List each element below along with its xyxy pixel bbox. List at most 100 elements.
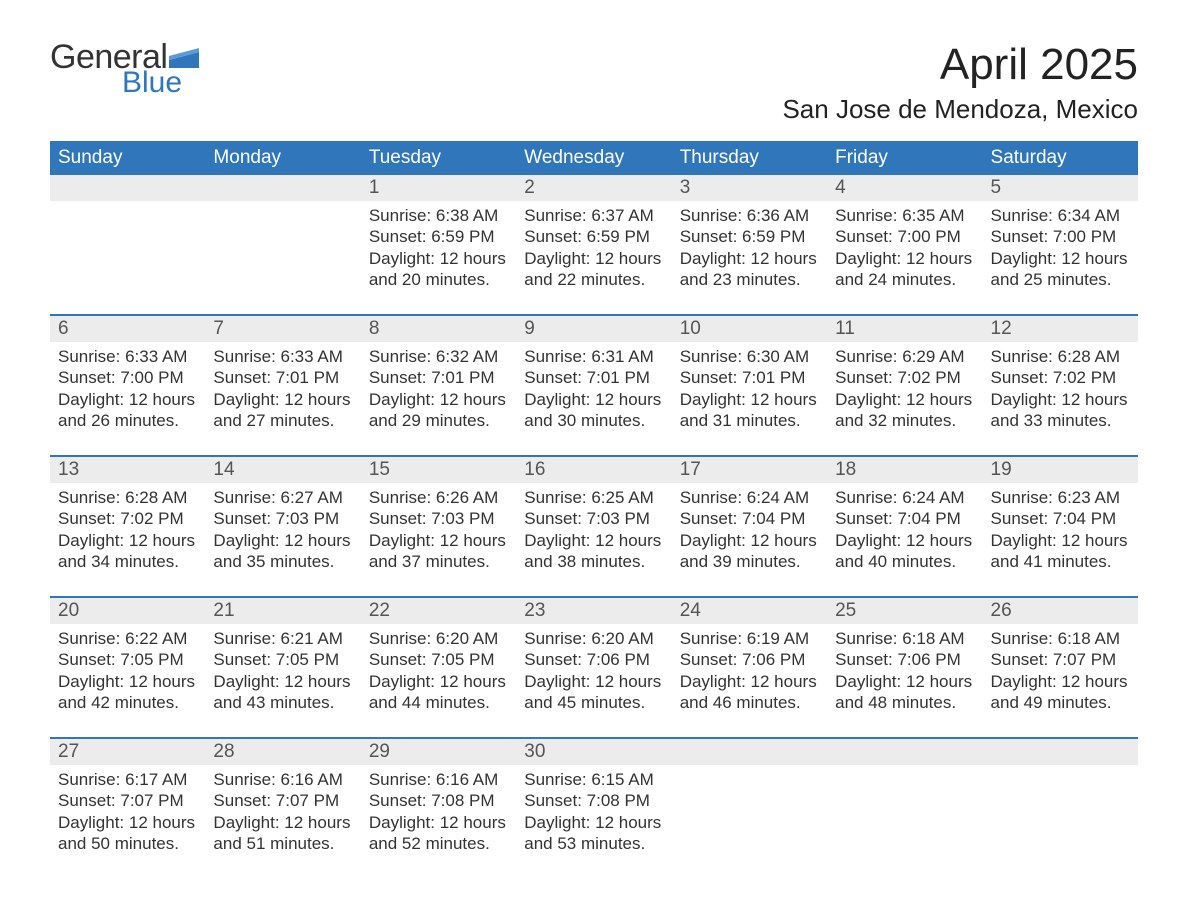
day-cell-11: 11Sunrise: 6:29 AMSunset: 7:02 PMDayligh… xyxy=(827,316,982,445)
weekday-header-row: SundayMondayTuesdayWednesdayThursdayFrid… xyxy=(50,141,1138,175)
day-details: Sunrise: 6:20 AMSunset: 7:06 PMDaylight:… xyxy=(516,624,671,727)
day-details xyxy=(983,765,1138,783)
day-cell-empty xyxy=(50,175,205,304)
day-number xyxy=(50,175,205,201)
sunrise-text: Sunrise: 6:23 AM xyxy=(991,487,1130,508)
daylight-text: Daylight: 12 hours and 20 minutes. xyxy=(369,248,508,291)
day-cell-4: 4Sunrise: 6:35 AMSunset: 7:00 PMDaylight… xyxy=(827,175,982,304)
day-number: 13 xyxy=(50,457,205,483)
day-number xyxy=(827,739,982,765)
daylight-text: Daylight: 12 hours and 30 minutes. xyxy=(524,389,663,432)
day-details: Sunrise: 6:24 AMSunset: 7:04 PMDaylight:… xyxy=(672,483,827,586)
day-details: Sunrise: 6:16 AMSunset: 7:08 PMDaylight:… xyxy=(361,765,516,868)
day-cell-22: 22Sunrise: 6:20 AMSunset: 7:05 PMDayligh… xyxy=(361,598,516,727)
daylight-text: Daylight: 12 hours and 40 minutes. xyxy=(835,530,974,573)
daylight-text: Daylight: 12 hours and 38 minutes. xyxy=(524,530,663,573)
sunset-text: Sunset: 7:06 PM xyxy=(835,649,974,670)
day-details: Sunrise: 6:36 AMSunset: 6:59 PMDaylight:… xyxy=(672,201,827,304)
sunrise-text: Sunrise: 6:24 AM xyxy=(835,487,974,508)
page-title: April 2025 xyxy=(782,40,1138,90)
day-details: Sunrise: 6:33 AMSunset: 7:01 PMDaylight:… xyxy=(205,342,360,445)
day-cell-2: 2Sunrise: 6:37 AMSunset: 6:59 PMDaylight… xyxy=(516,175,671,304)
sunset-text: Sunset: 7:04 PM xyxy=(991,508,1130,529)
location-label: San Jose de Mendoza, Mexico xyxy=(782,94,1138,125)
sunrise-text: Sunrise: 6:16 AM xyxy=(369,769,508,790)
day-number: 22 xyxy=(361,598,516,624)
sunset-text: Sunset: 7:01 PM xyxy=(524,367,663,388)
sunset-text: Sunset: 7:04 PM xyxy=(835,508,974,529)
sunset-text: Sunset: 7:05 PM xyxy=(369,649,508,670)
logo: General Blue xyxy=(50,40,199,98)
day-number: 17 xyxy=(672,457,827,483)
day-cell-empty xyxy=(827,739,982,868)
sunset-text: Sunset: 7:05 PM xyxy=(58,649,197,670)
header: General Blue April 2025 San Jose de Mend… xyxy=(50,40,1138,137)
day-number: 23 xyxy=(516,598,671,624)
day-details: Sunrise: 6:31 AMSunset: 7:01 PMDaylight:… xyxy=(516,342,671,445)
sunrise-text: Sunrise: 6:15 AM xyxy=(524,769,663,790)
day-details xyxy=(672,765,827,783)
day-number: 16 xyxy=(516,457,671,483)
sunset-text: Sunset: 7:03 PM xyxy=(524,508,663,529)
sunrise-text: Sunrise: 6:16 AM xyxy=(213,769,352,790)
daylight-text: Daylight: 12 hours and 48 minutes. xyxy=(835,671,974,714)
day-number: 12 xyxy=(983,316,1138,342)
day-details: Sunrise: 6:27 AMSunset: 7:03 PMDaylight:… xyxy=(205,483,360,586)
day-cell-30: 30Sunrise: 6:15 AMSunset: 7:08 PMDayligh… xyxy=(516,739,671,868)
day-number: 4 xyxy=(827,175,982,201)
day-number: 1 xyxy=(361,175,516,201)
sunrise-text: Sunrise: 6:30 AM xyxy=(680,346,819,367)
day-details: Sunrise: 6:21 AMSunset: 7:05 PMDaylight:… xyxy=(205,624,360,727)
day-number xyxy=(672,739,827,765)
sunset-text: Sunset: 7:02 PM xyxy=(835,367,974,388)
day-details: Sunrise: 6:18 AMSunset: 7:07 PMDaylight:… xyxy=(983,624,1138,727)
sunrise-text: Sunrise: 6:28 AM xyxy=(58,487,197,508)
daylight-text: Daylight: 12 hours and 22 minutes. xyxy=(524,248,663,291)
day-number xyxy=(205,175,360,201)
daylight-text: Daylight: 12 hours and 31 minutes. xyxy=(680,389,819,432)
day-number: 29 xyxy=(361,739,516,765)
day-cell-28: 28Sunrise: 6:16 AMSunset: 7:07 PMDayligh… xyxy=(205,739,360,868)
daylight-text: Daylight: 12 hours and 53 minutes. xyxy=(524,812,663,855)
daylight-text: Daylight: 12 hours and 29 minutes. xyxy=(369,389,508,432)
day-number: 21 xyxy=(205,598,360,624)
day-number: 28 xyxy=(205,739,360,765)
day-cell-24: 24Sunrise: 6:19 AMSunset: 7:06 PMDayligh… xyxy=(672,598,827,727)
day-cell-14: 14Sunrise: 6:27 AMSunset: 7:03 PMDayligh… xyxy=(205,457,360,586)
daylight-text: Daylight: 12 hours and 42 minutes. xyxy=(58,671,197,714)
day-number xyxy=(983,739,1138,765)
day-number: 20 xyxy=(50,598,205,624)
week-gap xyxy=(50,445,1138,455)
daylight-text: Daylight: 12 hours and 32 minutes. xyxy=(835,389,974,432)
sunrise-text: Sunrise: 6:33 AM xyxy=(213,346,352,367)
sunset-text: Sunset: 7:07 PM xyxy=(58,790,197,811)
sunrise-text: Sunrise: 6:29 AM xyxy=(835,346,974,367)
sunset-text: Sunset: 7:05 PM xyxy=(213,649,352,670)
day-number: 5 xyxy=(983,175,1138,201)
day-cell-20: 20Sunrise: 6:22 AMSunset: 7:05 PMDayligh… xyxy=(50,598,205,727)
day-cell-5: 5Sunrise: 6:34 AMSunset: 7:00 PMDaylight… xyxy=(983,175,1138,304)
daylight-text: Daylight: 12 hours and 35 minutes. xyxy=(213,530,352,573)
day-cell-23: 23Sunrise: 6:20 AMSunset: 7:06 PMDayligh… xyxy=(516,598,671,727)
day-cell-18: 18Sunrise: 6:24 AMSunset: 7:04 PMDayligh… xyxy=(827,457,982,586)
day-cell-empty xyxy=(983,739,1138,868)
day-details xyxy=(50,201,205,219)
day-number: 3 xyxy=(672,175,827,201)
day-details: Sunrise: 6:19 AMSunset: 7:06 PMDaylight:… xyxy=(672,624,827,727)
sunset-text: Sunset: 7:01 PM xyxy=(213,367,352,388)
day-cell-7: 7Sunrise: 6:33 AMSunset: 7:01 PMDaylight… xyxy=(205,316,360,445)
logo-blue-text: Blue xyxy=(122,68,199,98)
day-details: Sunrise: 6:37 AMSunset: 6:59 PMDaylight:… xyxy=(516,201,671,304)
day-cell-17: 17Sunrise: 6:24 AMSunset: 7:04 PMDayligh… xyxy=(672,457,827,586)
daylight-text: Daylight: 12 hours and 49 minutes. xyxy=(991,671,1130,714)
calendar-body: 1Sunrise: 6:38 AMSunset: 6:59 PMDaylight… xyxy=(50,175,1138,868)
day-cell-1: 1Sunrise: 6:38 AMSunset: 6:59 PMDaylight… xyxy=(361,175,516,304)
day-number: 19 xyxy=(983,457,1138,483)
day-details: Sunrise: 6:35 AMSunset: 7:00 PMDaylight:… xyxy=(827,201,982,304)
day-details xyxy=(827,765,982,783)
sunset-text: Sunset: 7:00 PM xyxy=(991,226,1130,247)
sunrise-text: Sunrise: 6:18 AM xyxy=(991,628,1130,649)
weekday-friday: Friday xyxy=(827,141,982,175)
daylight-text: Daylight: 12 hours and 41 minutes. xyxy=(991,530,1130,573)
sunset-text: Sunset: 7:01 PM xyxy=(369,367,508,388)
